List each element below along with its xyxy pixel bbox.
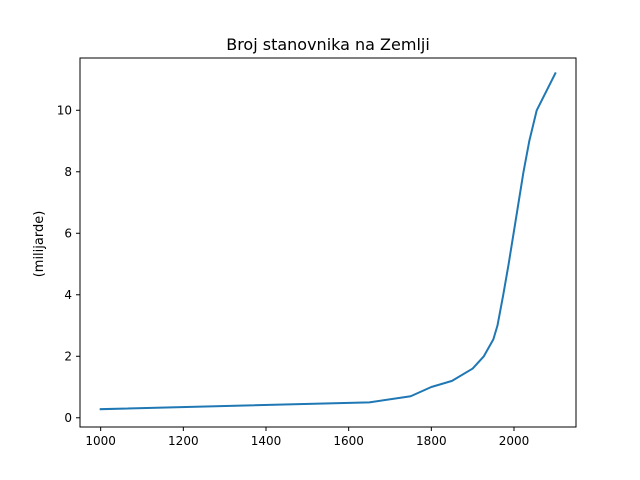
series-line-0: [99, 72, 557, 411]
chart-title: Broj stanovnika na Zemlji: [226, 35, 430, 54]
x-tick-label-1000: 1000: [85, 434, 116, 448]
x-tick-label-1800: 1800: [416, 434, 447, 448]
plot-area: 1000 1200 1400 1600 1800 2000 0 2 4 6 8 10: [57, 57, 577, 448]
y-tick-label-6: 6: [64, 226, 72, 240]
y-tick-label-0: 0: [64, 411, 72, 425]
x-tick-label-1400: 1400: [251, 434, 282, 448]
axes-frame: [79, 57, 577, 428]
y-tick-label-2: 2: [64, 349, 72, 363]
x-tick-label-2000: 2000: [499, 434, 530, 448]
x-tick-label-1200: 1200: [168, 434, 199, 448]
y-tick-label-4: 4: [64, 288, 72, 302]
y-tick-label-10: 10: [57, 103, 72, 117]
x-tick-label-1600: 1600: [333, 434, 364, 448]
y-axis-label: (milijarde): [32, 211, 47, 278]
y-tick-label-8: 8: [64, 165, 72, 179]
